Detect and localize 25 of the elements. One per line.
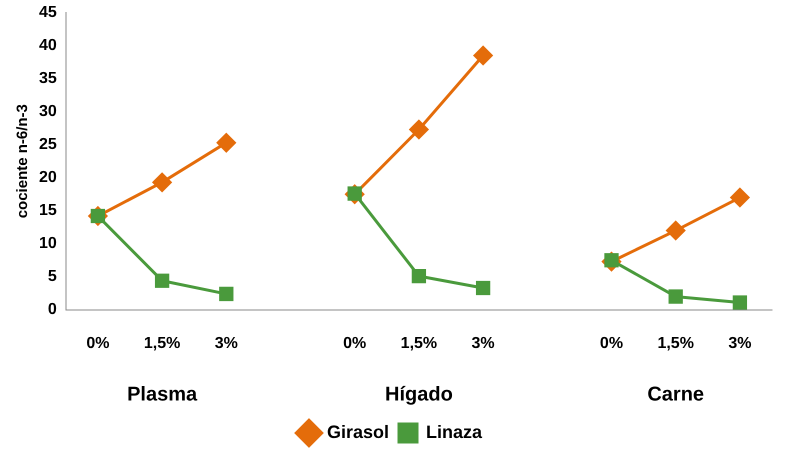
- x-tick-label: 3%: [214, 334, 238, 352]
- x-tick-label: 0%: [600, 334, 624, 352]
- y-tick-label: 25: [39, 136, 57, 154]
- x-tick-label: 3%: [728, 334, 752, 352]
- y-tick-label: 5: [48, 268, 57, 286]
- text: Plasma: [127, 383, 198, 406]
- y-tick-label: 15: [39, 202, 57, 220]
- y-tick-label: 0: [48, 301, 57, 318]
- legend-label: Girasol: [326, 422, 390, 442]
- x-tick-label: 3%: [472, 334, 495, 352]
- y-tick-label: 10: [39, 235, 57, 252]
- text: Hígado: [385, 383, 453, 406]
- y-axis-title: cociente n-6/n-3: [14, 104, 32, 218]
- x-tick-label: 1,5%: [400, 334, 438, 352]
- y-tick-label: 20: [39, 169, 57, 186]
- y-tick-label: 40: [39, 37, 57, 54]
- y-tick-label: 35: [39, 70, 57, 88]
- text: Carne: [647, 383, 704, 406]
- y-tick-label: 30: [39, 103, 57, 120]
- x-tick-label: 1,5%: [657, 334, 694, 352]
- y-tick-label: 45: [39, 4, 57, 22]
- legend-label: Linaza: [426, 422, 484, 442]
- x-tick-label: 1,5%: [144, 334, 180, 352]
- x-tick-label: 0%: [343, 334, 366, 352]
- x-tick-label: 0%: [86, 334, 110, 352]
